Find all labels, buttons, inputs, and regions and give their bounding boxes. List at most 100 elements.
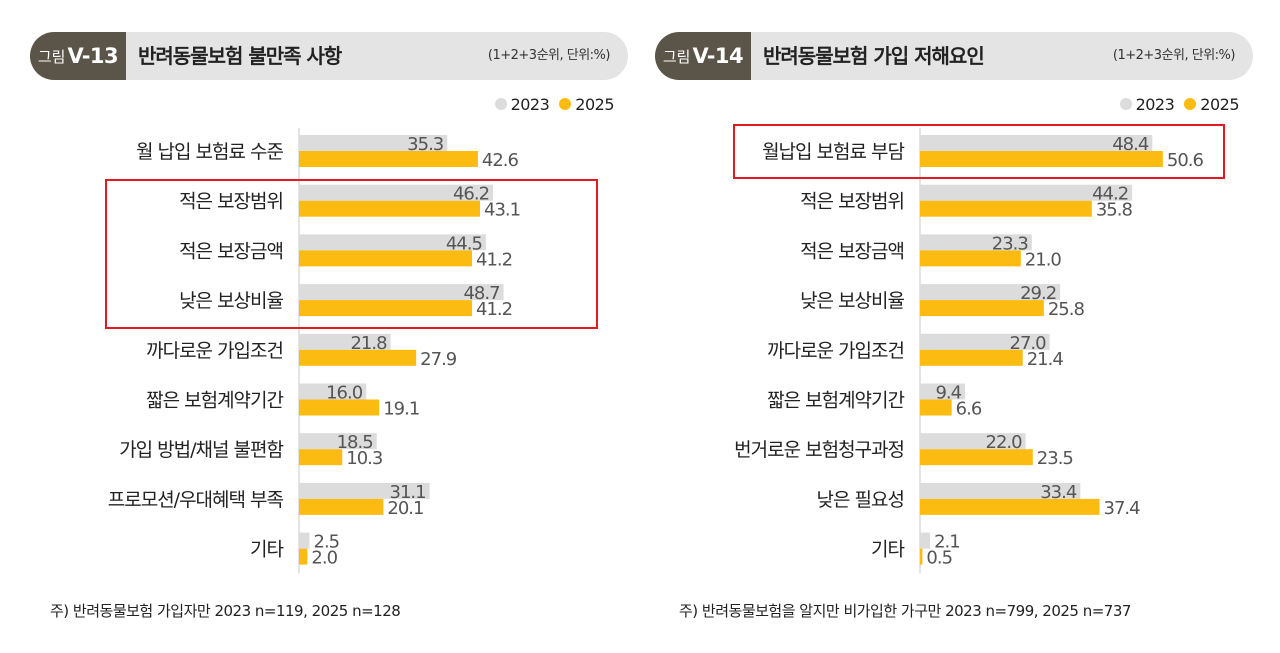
figure-label-number: V-13 (67, 44, 119, 68)
bar-2023 (299, 433, 377, 450)
bar-2023 (920, 482, 1081, 499)
data-label-2023: 48.7 (463, 283, 499, 304)
category-label: 가입 방법/채널 불편함 (119, 439, 283, 461)
figure-label-prefix: 그림 (37, 47, 66, 66)
bar-2025 (920, 349, 1023, 366)
data-label-2025: 37.4 (1104, 498, 1141, 519)
data-label-2025: 42.6 (482, 150, 519, 171)
highlight-box (733, 124, 1225, 179)
category-label: 적은 보장금액 (179, 240, 283, 262)
data-label-2023: 31.1 (390, 482, 426, 503)
data-label-2023: 29.2 (1020, 283, 1056, 304)
data-label-2025: 20.1 (387, 498, 423, 519)
category-label: 까다로운 가입조건 (767, 340, 904, 362)
data-label-2023: 21.8 (350, 333, 387, 354)
data-label-2023: 16.0 (326, 383, 363, 404)
data-label-2023: 46.2 (453, 184, 489, 205)
category-label: 짧은 보험계약기간 (146, 390, 283, 412)
data-label-2025: 41.2 (476, 249, 512, 270)
bar-2023 (299, 383, 367, 400)
figure-label: 그림 V-14 (655, 32, 751, 80)
data-label-2025: 19.1 (383, 399, 419, 420)
data-label-2023: 22.0 (986, 432, 1023, 453)
bar-2025 (920, 250, 1021, 267)
figure-label: 그림 V-13 (30, 32, 126, 80)
category-label: 낮은 보상비율 (800, 290, 904, 312)
data-label-2023: 27.0 (1010, 333, 1047, 354)
chart-note: 주) 반려동물보험 가입자만 2023 n=119, 2025 n=128 (50, 602, 401, 620)
bar-2023 (299, 234, 486, 251)
data-label-2025: 25.8 (1048, 299, 1085, 320)
data-label-2023: 44.2 (1092, 184, 1128, 205)
category-label: 적은 보장범위 (179, 191, 283, 213)
data-label-2023: 35.3 (407, 134, 444, 155)
chart-title: 반려동물보험 불만족 사항 (138, 44, 342, 68)
bar-2023 (920, 184, 1133, 201)
legend-label-2025: 2025 (575, 94, 614, 114)
bar-2025 (920, 449, 1033, 466)
bar-2023 (920, 135, 1153, 151)
data-label-2023: 23.3 (992, 233, 1029, 254)
bar-2023 (299, 482, 430, 499)
category-label: 적은 보장금액 (800, 240, 904, 262)
data-label-2025: 23.5 (1037, 448, 1073, 469)
bar-2023 (299, 532, 310, 549)
bar-2025 (920, 548, 923, 565)
category-label: 프로모션/우대혜택 부족 (108, 489, 284, 511)
category-label: 짧은 보험계약기간 (767, 390, 904, 412)
bar-plot-v13: 월 납입 보험료 수준 35.3 42.6 적은 보장범위 46.243.1 적은 보장금… (108, 128, 521, 574)
bar-2025 (299, 399, 380, 416)
bar-2023 (920, 234, 1032, 251)
chart-unit: (1+2+3순위, 단위:%) (487, 48, 611, 63)
legend-label-2023: 2023 (1135, 94, 1175, 114)
chart-legend: 2023 2025 (485, 93, 614, 115)
category-label: 월 납입 보험료 수준 (136, 141, 283, 163)
legend-swatch-2023 (494, 98, 507, 110)
data-label-2025: 50.6 (1167, 150, 1204, 171)
chart-panel-v14: 그림 V-14 반려동물보험 가입 저해요인 (1+2+3순위, 단위:%) 20… (655, 0, 1255, 653)
data-label-2023: 2.5 (314, 532, 340, 553)
data-label-2025: 10.3 (346, 448, 383, 469)
data-label-2025: 21.0 (1025, 249, 1062, 270)
data-label-2025: 27.9 (420, 349, 457, 370)
legend-label-2023: 2023 (510, 94, 550, 114)
bar-2025 (299, 548, 308, 565)
bar-2025 (299, 300, 473, 317)
bar-2023 (920, 284, 1061, 301)
legend-swatch-2023 (1119, 98, 1132, 110)
bar-2025 (920, 300, 1044, 317)
legend-label-2025: 2025 (1200, 94, 1239, 114)
data-label-2025: 41.2 (476, 299, 512, 320)
category-label: 낮은 필요성 (817, 489, 904, 511)
bar-2025 (299, 449, 343, 466)
category-label: 월납입 보험료 부담 (762, 141, 904, 163)
data-label-2025: 2.0 (311, 548, 337, 569)
chart-title-bar: 그림 V-14 반려동물보험 가입 저해요인 (1+2+3순위, 단위:%) (655, 32, 1253, 80)
bar-plot-v14: 월납입 보험료 부담 48.4 50.6 적은 보장범위 44.235.8 적은 보장금액… (734, 128, 1205, 574)
category-label: 기타 (871, 539, 904, 561)
bar-2025 (299, 151, 478, 167)
data-label-2025: 0.5 (926, 548, 952, 569)
data-label-2025: 43.1 (484, 200, 520, 221)
bar-2025 (920, 200, 1092, 217)
bar-2025 (299, 200, 481, 217)
chart-legend: 2023 2025 (1110, 93, 1239, 115)
bar-2025 (299, 498, 384, 515)
legend-swatch-2025 (559, 98, 572, 110)
bar-2025 (920, 498, 1100, 515)
category-label: 적은 보장범위 (800, 191, 904, 213)
chart-unit: (1+2+3순위, 단위:%) (1112, 48, 1236, 63)
bar-2023 (299, 333, 391, 350)
chart-panel-v13: 그림 V-13 반려동물보험 불만족 사항 (1+2+3순위, 단위:%) 202… (30, 0, 630, 653)
bar-2025 (920, 151, 1163, 167)
data-label-2025: 6.6 (956, 399, 982, 420)
bar-2025 (920, 399, 952, 416)
legend-swatch-2025 (1184, 98, 1197, 110)
bar-2023 (920, 333, 1050, 350)
chart-title: 반려동물보험 가입 저해요인 (763, 44, 985, 68)
data-label-2023: 48.4 (1112, 134, 1149, 155)
bar-2023 (920, 532, 931, 549)
figure-label-number: V-14 (692, 44, 744, 68)
data-label-2023: 9.4 (935, 383, 961, 404)
bar-2023 (299, 184, 494, 201)
